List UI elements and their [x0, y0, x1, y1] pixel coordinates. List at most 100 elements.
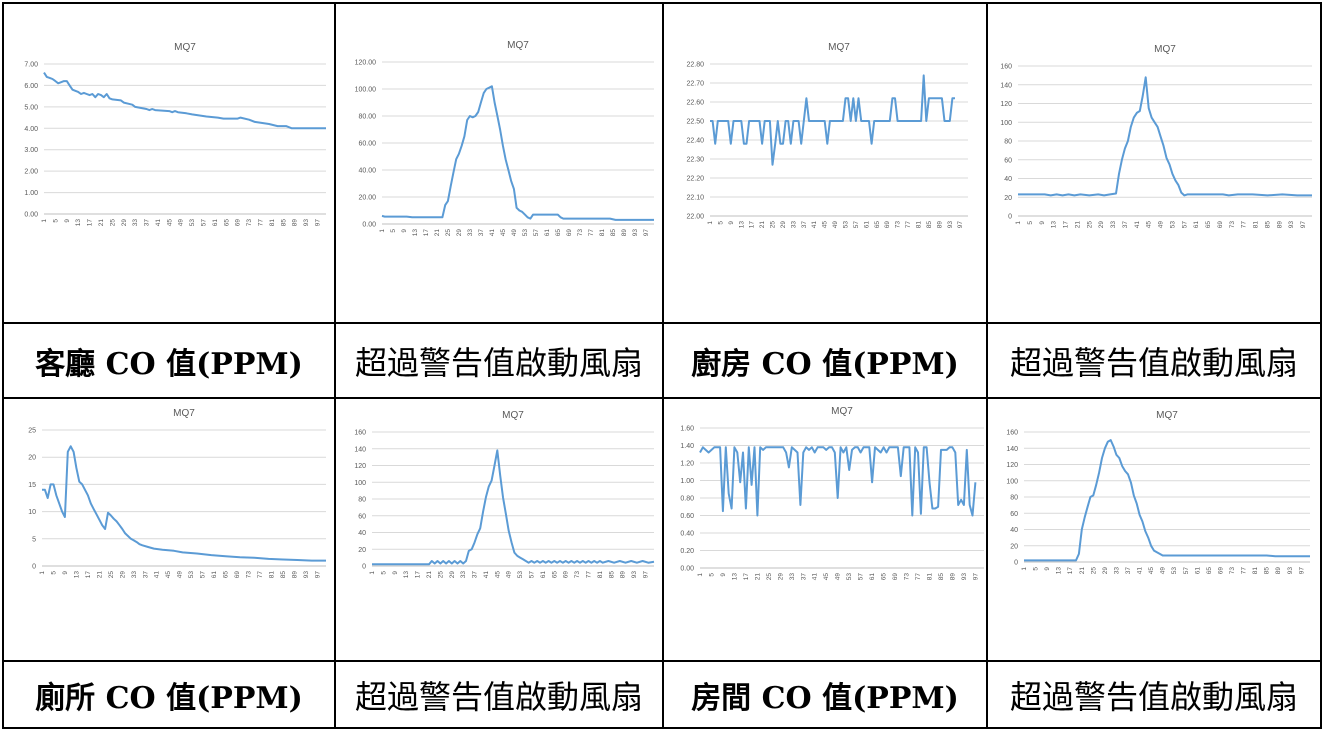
caption-living-room: 客廳 CO 值(PPM): [35, 347, 303, 382]
x-tick-label: 5: [390, 229, 397, 233]
x-tick-label: 81: [915, 221, 922, 229]
y-tick-label: 0: [1014, 560, 1018, 567]
x-tick-label: 25: [1086, 221, 1093, 229]
chart-living-room-fan: MQ7 0.00 20.00 40.00 60.00 80.00 100.00 120.00 1…: [355, 40, 654, 237]
x-tick-label: 21: [754, 573, 761, 581]
x-tick-label: 69: [1217, 221, 1224, 229]
y-tick-label: 160: [354, 430, 366, 437]
x-tick-label: 49: [511, 229, 518, 237]
x-tick-label: 81: [1253, 221, 1260, 229]
series-line: [1024, 439, 1310, 562]
x-tick-label: 49: [177, 571, 184, 579]
x-tick-label: 25: [766, 573, 773, 581]
chart-cell-toilet: MQ7 0 5 10 15 20 25 1 5 9 13 17 21 25 29 33 37 41 45 49 53 57…: [4, 400, 334, 660]
chart-title: MQ7: [828, 42, 850, 53]
x-tick-label: 53: [843, 221, 850, 229]
chart-cell-living-room-fan: MQ7 0.00 20.00 40.00 60.00 80.00 100.00 120.00 1…: [336, 4, 662, 322]
x-tick-label: 9: [728, 221, 735, 225]
x-tick-label: 97: [972, 573, 979, 581]
x-tick-label: 1: [39, 571, 46, 575]
series-line: [381, 85, 654, 221]
x-tick-label: 73: [246, 219, 253, 227]
x-tick-label: 37: [1125, 567, 1132, 575]
y-tick-label: 100: [1006, 478, 1018, 485]
caption-living-room-fan: 超過警告值啟動風扇: [354, 344, 643, 382]
x-tick-label: 69: [563, 571, 570, 579]
y-tick-label: 22.40: [686, 138, 704, 145]
y-tick-label: 80: [1010, 495, 1018, 502]
x-tick-label: 25: [1090, 567, 1097, 575]
x-tick-label: 33: [789, 573, 796, 581]
x-tick-label: 41: [155, 219, 162, 227]
x-tick-label: 85: [938, 573, 945, 581]
caption-toilet-fan: 超過警告值啟動風扇: [354, 678, 643, 716]
x-tick-label: 45: [1148, 567, 1155, 575]
x-tick-label: 37: [801, 221, 808, 229]
y-tick-label: 22.50: [686, 119, 704, 126]
chart-title: MQ7: [831, 406, 853, 417]
table-border-col1: [334, 2, 336, 729]
x-tick-label: 41: [154, 571, 161, 579]
y-tick-label: 80: [1004, 139, 1012, 146]
chart-cell-kitchen: MQ7 22.00 22.10 22.20 22.30 22.40 22.50 22.60 22…: [664, 4, 986, 322]
x-tick-label: 69: [1217, 567, 1224, 575]
table-border-left: [2, 2, 4, 729]
x-tick-label: 57: [533, 229, 540, 237]
y-tick-label: 140: [354, 446, 366, 453]
x-tick-label: 37: [142, 571, 149, 579]
y-tick-label: 1.00: [680, 478, 694, 485]
x-tick-label: 21: [434, 229, 441, 237]
x-tick-label: 97: [1298, 567, 1305, 575]
x-tick-label: 77: [905, 221, 912, 229]
y-tick-label: 1.20: [680, 461, 694, 468]
x-tick-label: 65: [1206, 567, 1213, 575]
x-tick-label: 1: [369, 571, 376, 575]
x-tick-label: 9: [392, 571, 399, 575]
x-tick-label: 77: [257, 571, 264, 579]
x-tick-label: 85: [1264, 567, 1271, 575]
x-tick-label: 13: [403, 571, 410, 579]
chart-bedroom-fan: MQ7 0 20 40 60 80 100 120 140 160 1 5 9 13 17 21 25 29 33 3…: [1006, 410, 1310, 575]
x-tick-label: 57: [1183, 567, 1190, 575]
y-tick-label: 140: [1000, 82, 1012, 89]
x-tick-label: 25: [108, 571, 115, 579]
chart-kitchen: MQ7 22.00 22.10 22.20 22.30 22.40 22.50 22.60 22…: [686, 42, 968, 229]
chart-title: MQ7: [174, 42, 196, 53]
x-tick-label: 61: [212, 219, 219, 227]
x-tick-label: 73: [1229, 221, 1236, 229]
series-line: [699, 446, 977, 517]
x-tick-label: 85: [280, 219, 287, 227]
x-tick-label: 89: [291, 571, 298, 579]
x-tick-label: 37: [800, 573, 807, 581]
x-tick-label: 65: [1205, 221, 1212, 229]
x-tick-label: 65: [874, 221, 881, 229]
x-tick-label: 77: [588, 229, 595, 237]
x-tick-label: 25: [109, 219, 116, 227]
x-tick-label: 45: [494, 571, 501, 579]
x-tick-label: 45: [166, 219, 173, 227]
chart-kitchen-fan: MQ7 0 20 40 60 80 100 120 140 160 1 5 9 13 17 21 25 29 33 3…: [1000, 44, 1312, 229]
y-tick-label: 4.00: [24, 126, 38, 133]
y-tick-label: 100.00: [355, 87, 377, 94]
y-tick-label: 60: [1010, 511, 1018, 518]
x-tick-label: 57: [201, 219, 208, 227]
y-tick-label: 1.00: [24, 190, 38, 197]
chart-cell-toilet-fan: MQ7 0 20 40 60 80 100 120 140 160 1 5 9 13 17 21 25 29 33 3…: [336, 400, 662, 660]
series-line: [42, 445, 326, 562]
series-line: [372, 449, 655, 566]
y-tick-label: 0.80: [680, 496, 694, 503]
x-tick-label: 53: [1171, 567, 1178, 575]
series-line: [1018, 76, 1312, 197]
chart-cell-bedroom-fan: MQ7 0 20 40 60 80 100 120 140 160 1 5 9 13 17 21 25 29 33 3…: [988, 400, 1320, 660]
x-tick-label: 29: [121, 219, 128, 227]
y-tick-label: 22.60: [686, 100, 704, 107]
caption-bedroom: 房間 CO 值(PPM): [691, 681, 959, 716]
x-tick-label: 93: [631, 571, 638, 579]
y-tick-label: 60: [358, 513, 366, 520]
y-tick-label: 40.00: [358, 168, 376, 175]
x-tick-label: 89: [621, 229, 628, 237]
y-tick-label: 160: [1000, 64, 1012, 71]
chart-title: MQ7: [507, 40, 529, 51]
x-tick-label: 13: [412, 229, 419, 237]
y-tick-label: 120: [354, 463, 366, 470]
